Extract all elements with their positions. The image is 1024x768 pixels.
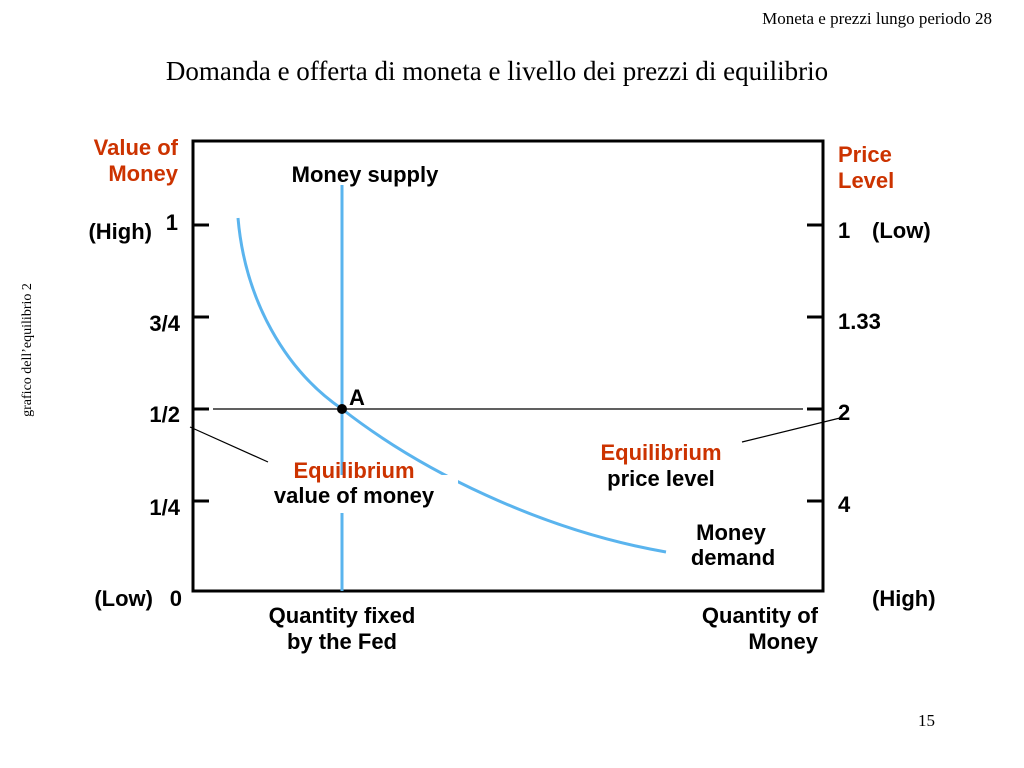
left-tick-label: 1/4 (149, 495, 180, 520)
side-note: grafico dell’equilibrio 2 (20, 283, 35, 417)
right-tick-label: 2 (838, 400, 850, 425)
left-tick-label: 1 (166, 210, 178, 235)
label-background (250, 475, 458, 513)
high-right: (High) (872, 586, 936, 611)
right-axis-title: Level (838, 168, 894, 193)
left-axis-title: Money (108, 161, 178, 186)
leader-line (741, 417, 841, 443)
left-tick-label: 0 (170, 586, 182, 611)
low-left: (Low) (94, 586, 153, 611)
supply-label: Money supply (292, 162, 439, 187)
eq-price-label: Equilibrium (601, 440, 722, 465)
point-label: A (349, 385, 365, 410)
title: Domanda e offerta di moneta e livello de… (166, 56, 828, 86)
right-tick-label: 4 (838, 492, 851, 517)
header: Moneta e prezzi lungo periodo 28 (762, 9, 992, 28)
eq-value-label: Equilibrium (294, 458, 415, 483)
money-demand-curve (236, 217, 667, 554)
page-number: 15 (918, 711, 935, 730)
right-tick-label: 1.33 (838, 309, 881, 334)
point-a (337, 404, 347, 414)
low-right: (Low) (872, 218, 931, 243)
left-tick-label: 1/2 (149, 402, 180, 427)
left-tick-label: 3/4 (149, 311, 180, 336)
x-axis-title: Money (748, 629, 818, 654)
leader-line (189, 426, 269, 463)
right-axis-title: Price (838, 142, 892, 167)
demand-label: Money (696, 520, 766, 545)
high-left: (High) (88, 219, 152, 244)
x-axis-title: Quantity of (702, 603, 819, 628)
left-axis-title: Value of (94, 135, 179, 160)
demand-label: demand (691, 545, 775, 570)
ticks (193, 223, 823, 503)
right-tick-label: 1 (838, 218, 850, 243)
x-fixed-label: Quantity fixed (269, 603, 416, 628)
x-fixed-label: by the Fed (287, 629, 397, 654)
frame (191, 139, 825, 593)
eq-value-label: value of money (274, 483, 435, 508)
eq-price-label: price level (607, 466, 715, 491)
